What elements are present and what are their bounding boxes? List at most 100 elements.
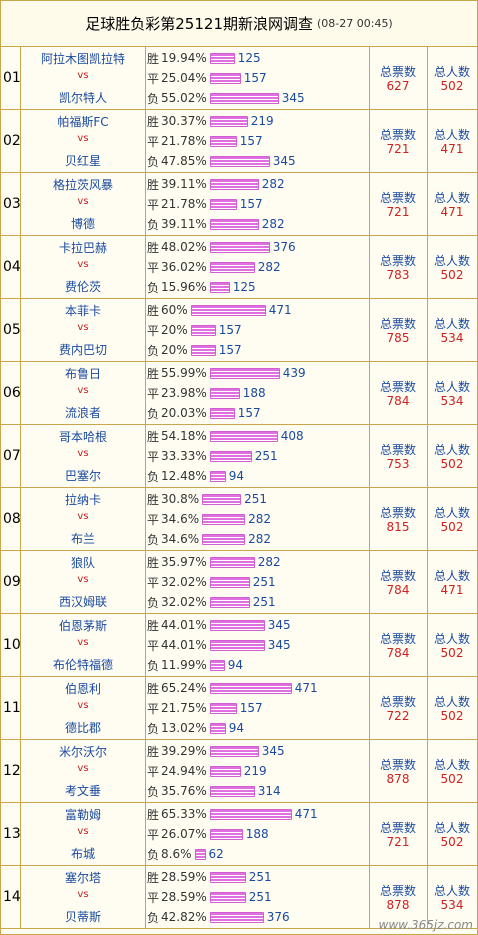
draw-bar <box>209 828 243 840</box>
win-bar <box>209 115 248 127</box>
vote-bars: 胜 30.37% 219 平 21.78% 157 负 47.85% 345 <box>145 110 370 172</box>
away-team[interactable]: 布兰 <box>70 532 95 546</box>
home-team[interactable]: 哥本哈根 <box>58 430 107 444</box>
match-row: 05 本菲卡 vs 费内巴切胜 60% 471 平 20% 157 负 20% 157 总票数 785 总人… <box>1 299 477 362</box>
win-percent: 28.59% <box>161 870 207 884</box>
vs-label: vs <box>77 700 89 711</box>
home-team[interactable]: 阿拉木图凯拉特 <box>40 52 125 66</box>
title-text: 足球胜负彩第25121期新浪网调查 <box>85 15 313 33</box>
home-team[interactable]: 塞尔塔 <box>64 871 101 885</box>
lose-percent: 39.11% <box>161 217 207 231</box>
away-team[interactable]: 凯尔特人 <box>58 91 107 105</box>
match-row: 11 伯恩利 vs 德比郡 胜 65.24% 471 平 21.75% 157 负 13.02% 94 总… <box>1 677 477 740</box>
win-line: 胜 39.11% 282 <box>147 175 285 193</box>
match-row: 13 富勒姆 vs 布城 胜 65.33% 471 平 26.07% 188 负 8.6% 62 总票数 7… <box>1 803 477 866</box>
win-line: 胜 39.29% 345 <box>147 742 285 760</box>
lose-bar <box>209 407 235 419</box>
home-team[interactable]: 拉纳卡 <box>64 493 101 507</box>
vs-label: vs <box>77 448 89 459</box>
draw-count: 157 <box>243 71 267 85</box>
lose-count: 62 <box>208 847 224 861</box>
vote-bars: 胜 39.11% 282 平 21.78% 157 负 39.11% 282 <box>145 173 370 235</box>
home-team[interactable]: 本菲卡 <box>64 304 101 318</box>
teams-cell: 米尔沃尔 vs 考文垂 <box>21 740 146 802</box>
win-count: 345 <box>267 618 291 632</box>
draw-line: 平 32.02% 251 <box>147 573 276 591</box>
away-team[interactable]: 巴塞尔 <box>64 469 101 483</box>
home-team[interactable]: 狼队 <box>70 556 95 570</box>
draw-line: 平 25.04% 157 <box>147 69 267 87</box>
lose-label: 负 <box>147 532 160 547</box>
draw-line: 平 28.59% 251 <box>147 888 272 906</box>
draw-percent: 21.75% <box>161 701 207 715</box>
home-team[interactable]: 伯恩茅斯 <box>58 619 107 633</box>
vs-label: vs <box>77 763 89 774</box>
total-people-value: 471 <box>440 142 464 156</box>
away-team[interactable]: 贝红星 <box>64 154 101 168</box>
total-people-cell: 总人数 471 <box>427 551 477 613</box>
away-team[interactable]: 考文垂 <box>64 784 101 798</box>
total-people-label: 总人数 <box>433 191 470 205</box>
lose-label: 负 <box>147 217 160 232</box>
win-bar <box>209 178 259 190</box>
match-row: 14 塞尔塔 vs 贝蒂斯 胜 28.59% 251 平 28.59% 251 负 42.82% 376… <box>1 866 477 929</box>
win-label: 胜 <box>147 177 160 192</box>
win-count: 251 <box>244 492 268 506</box>
total-votes-cell: 总票数 753 <box>369 425 428 487</box>
draw-count: 157 <box>239 197 263 211</box>
lose-line: 负 47.85% 345 <box>147 152 296 170</box>
away-team[interactable]: 德比郡 <box>64 721 101 735</box>
win-count: 471 <box>294 807 318 821</box>
away-team[interactable]: 费内巴切 <box>58 343 107 357</box>
win-bar <box>209 367 280 379</box>
draw-count: 219 <box>243 764 267 778</box>
vote-bars: 胜 60% 471 平 20% 157 负 20% 157 <box>145 299 370 361</box>
vote-bars: 胜 28.59% 251 平 28.59% 251 负 42.82% 376 <box>145 866 370 928</box>
away-team[interactable]: 流浪者 <box>64 406 101 420</box>
lose-count: 345 <box>272 154 296 168</box>
away-team[interactable]: 布伦特福德 <box>52 658 113 672</box>
away-team[interactable]: 费伦茨 <box>64 280 101 294</box>
match-number: 03 <box>1 173 21 235</box>
total-votes-cell: 总票数 878 <box>369 866 428 928</box>
total-people-cell: 总人数 502 <box>427 740 477 802</box>
match-number: 02 <box>1 110 21 172</box>
total-people-label: 总人数 <box>433 884 470 898</box>
home-team[interactable]: 格拉茨风暴 <box>52 178 113 192</box>
draw-count: 188 <box>242 386 266 400</box>
lose-bar <box>209 470 226 482</box>
total-people-value: 502 <box>440 835 464 849</box>
home-team[interactable]: 卡拉巴赫 <box>58 241 107 255</box>
home-team[interactable]: 帕福斯FC <box>57 115 109 129</box>
home-team[interactable]: 富勒姆 <box>64 808 101 822</box>
draw-bar <box>209 639 265 651</box>
away-team[interactable]: 西汉姆联 <box>58 595 107 609</box>
lose-percent: 12.48% <box>161 469 207 483</box>
home-team[interactable]: 布鲁日 <box>64 367 101 381</box>
home-team[interactable]: 伯恩利 <box>64 682 101 696</box>
total-people-label: 总人数 <box>433 128 470 142</box>
win-percent: 65.33% <box>161 807 207 821</box>
match-row: 06 布鲁日 vs 流浪者 胜 55.99% 439 平 23.98% 188 负 20.03% 157… <box>1 362 477 425</box>
match-row: 12 米尔沃尔 vs 考文垂 胜 39.29% 345 平 24.94% 219 负 35.76% 31… <box>1 740 477 803</box>
match-number: 07 <box>1 425 21 487</box>
lose-label: 负 <box>147 910 160 925</box>
lose-line: 负 11.99% 94 <box>147 656 243 674</box>
win-label: 胜 <box>147 114 160 129</box>
win-percent: 19.94% <box>161 51 207 65</box>
lose-count: 157 <box>237 406 261 420</box>
match-row: 04 卡拉巴赫 vs 费伦茨 胜 48.02% 376 平 36.02% 282 负 15.96% 12… <box>1 236 477 299</box>
total-votes-cell: 总票数 627 <box>369 47 428 109</box>
home-team[interactable]: 米尔沃尔 <box>58 745 107 759</box>
teams-cell: 狼队 vs 西汉姆联 <box>21 551 146 613</box>
away-team[interactable]: 布城 <box>70 847 95 861</box>
draw-percent: 34.6% <box>161 512 200 526</box>
away-team[interactable]: 博德 <box>70 217 95 231</box>
draw-bar <box>209 891 246 903</box>
away-team[interactable]: 贝蒂斯 <box>64 910 101 924</box>
teams-cell: 帕福斯FC vs 贝红星 <box>21 110 146 172</box>
teams-cell: 伯恩利 vs 德比郡 <box>21 677 146 739</box>
lose-bar <box>209 155 270 167</box>
total-people-value: 502 <box>440 457 464 471</box>
total-people-value: 502 <box>440 646 464 660</box>
